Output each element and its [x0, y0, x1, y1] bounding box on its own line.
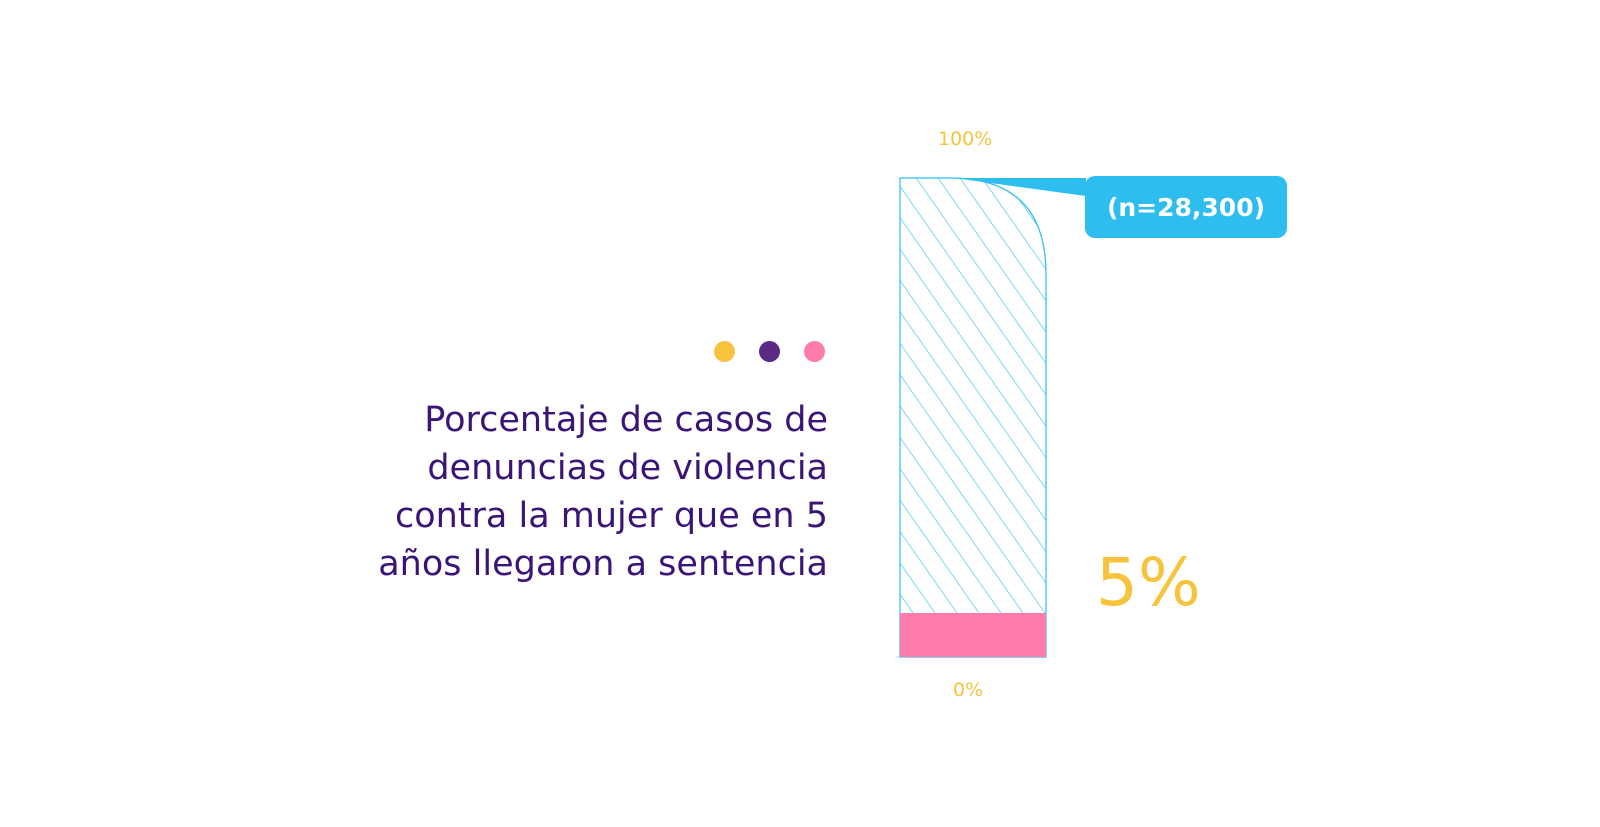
chart-title: Porcentaje de casos de denuncias de viol…: [268, 396, 828, 588]
decorative-dots: [714, 341, 832, 363]
total-count-label: (n=28,300): [1106, 192, 1266, 222]
chart-title-line-1: Porcentaje de casos de: [424, 400, 828, 440]
chart-title-line-4: años llegaron a sentencia: [378, 544, 828, 584]
sentenced-bar: [900, 613, 1046, 657]
total-count-callout: (n=28,300): [1085, 176, 1287, 238]
chart-title-line-2: denuncias de violencia: [427, 448, 828, 488]
axis-bottom-label: 0%: [953, 679, 984, 701]
axis-top-label: 100%: [938, 128, 993, 150]
callout-pointer: [954, 178, 1086, 196]
total-bar: [899, 177, 1047, 658]
yellow-dot-icon: [714, 341, 735, 362]
sentenced-value-label: 5%: [1096, 544, 1201, 621]
chart-title-line-3: contra la mujer que en 5: [394, 496, 828, 536]
pink-dot-icon: [804, 341, 825, 362]
purple-dot-icon: [759, 341, 780, 362]
